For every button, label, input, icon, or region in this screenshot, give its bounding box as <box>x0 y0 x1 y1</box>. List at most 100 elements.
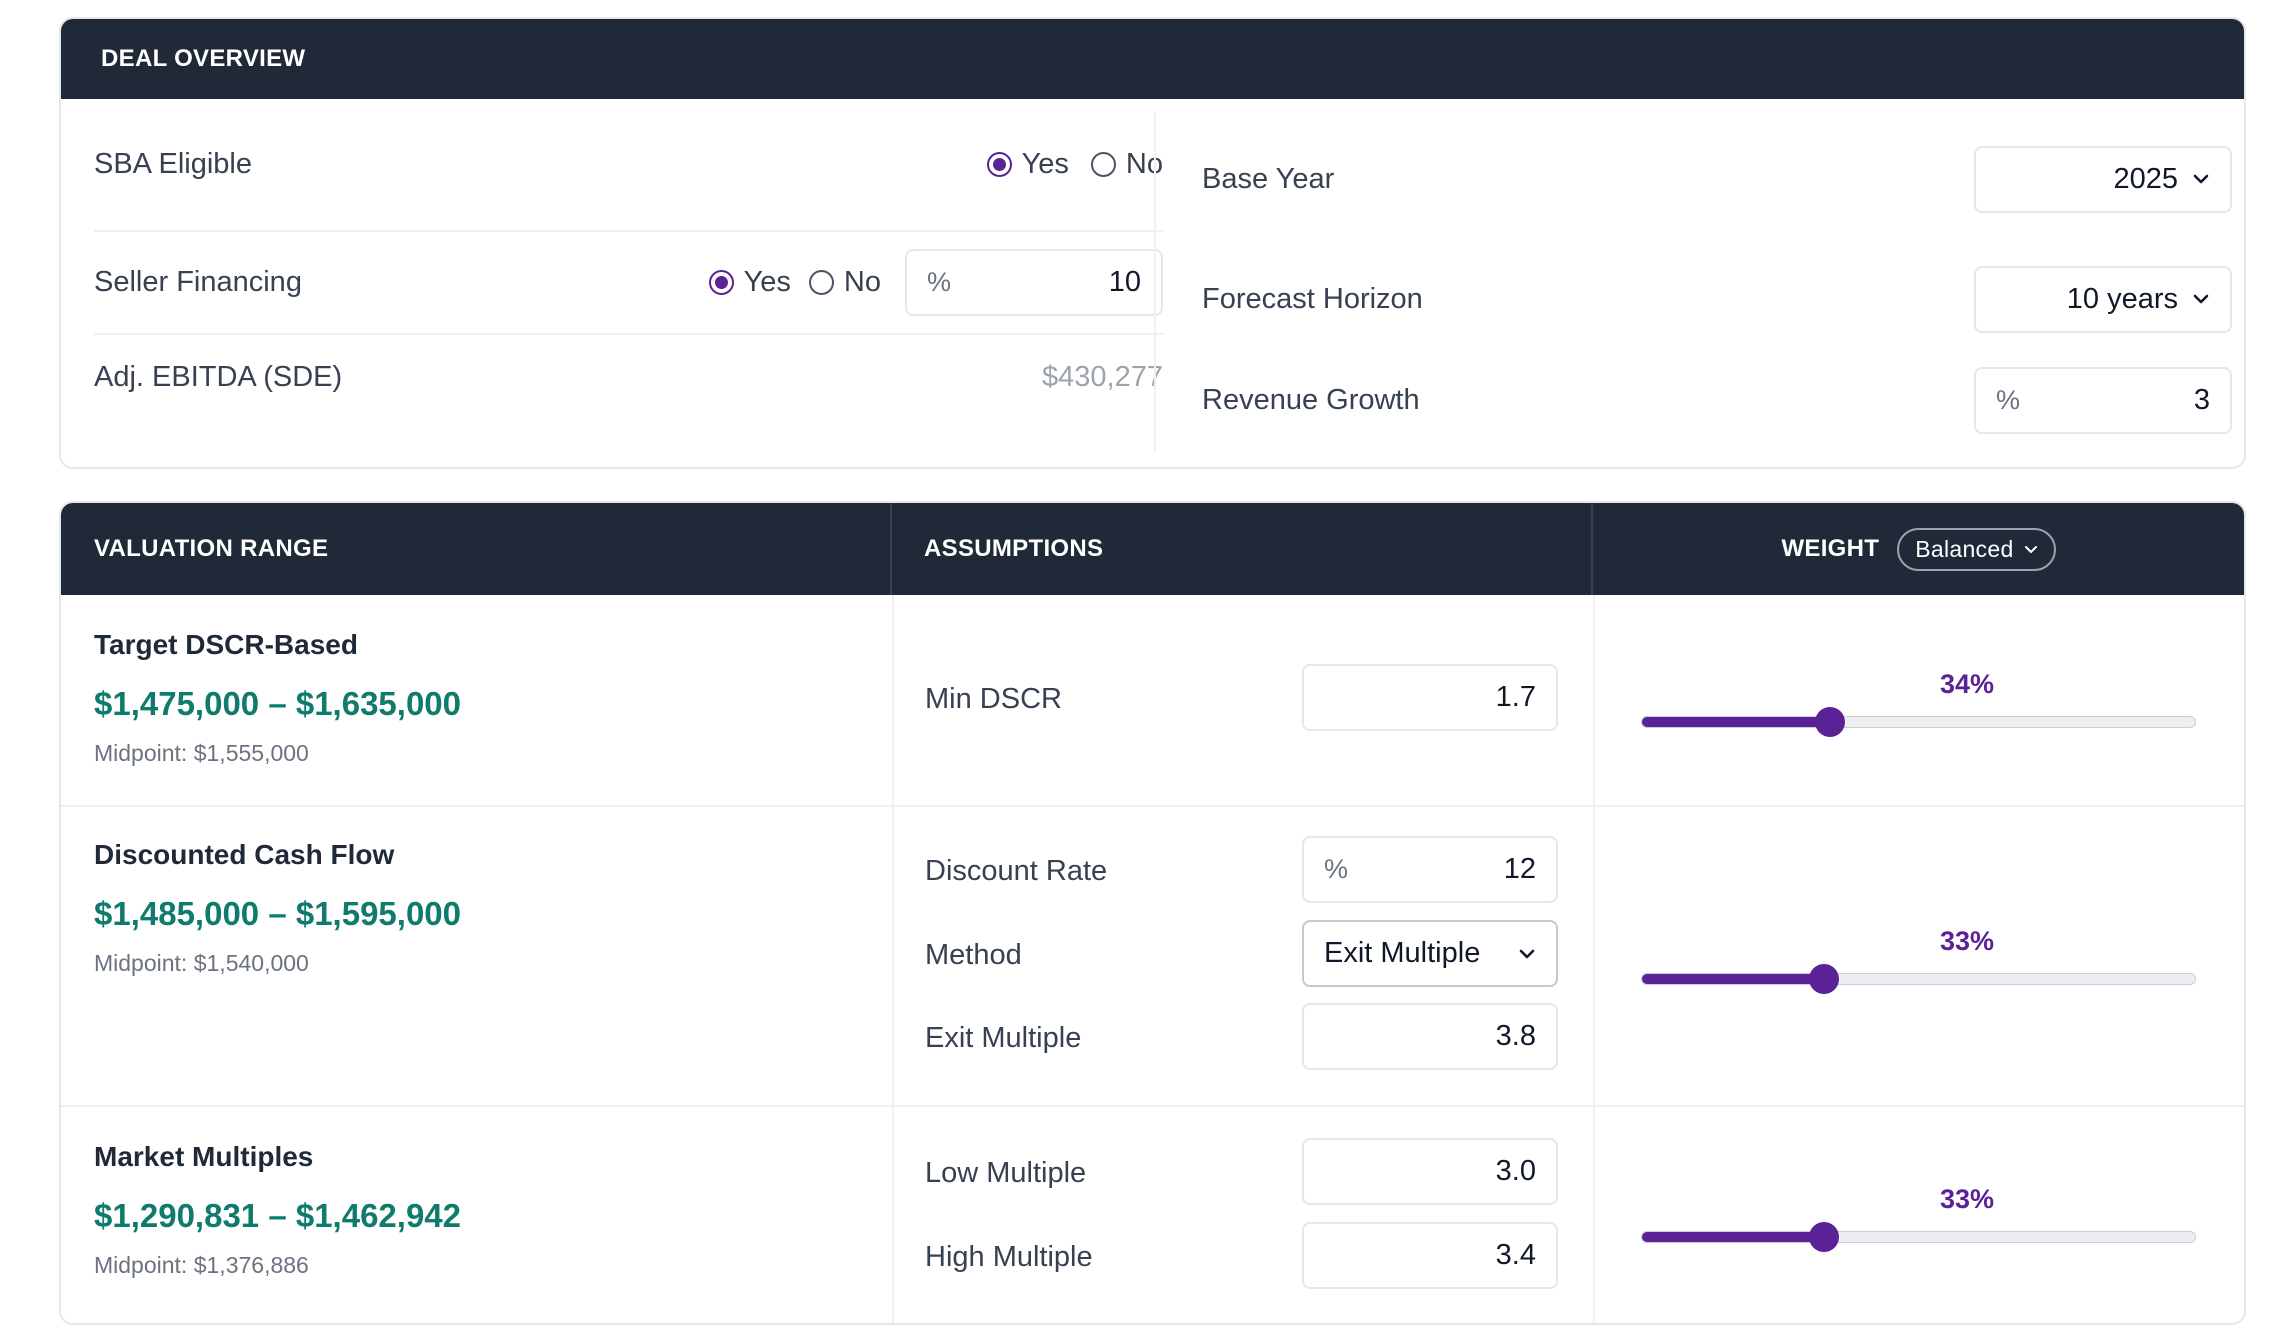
deal-overview-title: DEAL OVERVIEW <box>101 45 306 72</box>
base-year-value: 2025 <box>2113 162 2178 195</box>
weight-mode-value: Balanced <box>1915 535 2014 562</box>
deal-overview-divider <box>1154 113 1156 453</box>
sba-eligible-yes-option[interactable]: Yes <box>986 148 1069 181</box>
row-divider <box>61 1105 2244 1107</box>
value-range: $1,485,000 – $1,595,000 <box>94 895 462 932</box>
deal-overview-card: DEAL OVERVIEW SBA Eligible Yes No Seller… <box>59 17 2246 469</box>
high-multiple-input[interactable]: 3.4 <box>1302 1222 1558 1289</box>
slider-thumb[interactable] <box>1815 707 1846 737</box>
min-dscr-label: Min DSCR <box>925 683 1062 715</box>
low-multiple-input[interactable]: 3.0 <box>1302 1138 1558 1205</box>
weight-percent: 33% <box>1939 926 1995 956</box>
weight-title: WEIGHT <box>1781 535 1880 562</box>
sba-eligible-no-radio[interactable] <box>1090 152 1116 177</box>
percent-prefix: % <box>1996 384 2021 415</box>
midpoint: Midpoint: $1,540,000 <box>94 950 309 976</box>
weight-slider[interactable] <box>1641 707 2196 737</box>
dcf-method-value: Exit Multiple <box>1324 937 1481 969</box>
high-multiple-label: High Multiple <box>925 1241 1093 1273</box>
weight-slider[interactable] <box>1641 1222 2196 1252</box>
seller-financing-yes-radio[interactable] <box>708 270 734 295</box>
sba-eligible-no-option[interactable]: No <box>1090 148 1163 181</box>
slider-fill <box>1642 717 1831 727</box>
min-dscr-input[interactable]: 1.7 <box>1302 664 1558 731</box>
weight-percent: 34% <box>1939 669 1995 699</box>
revenue-growth-value: 3 <box>2193 383 2210 416</box>
chevron-down-icon <box>1519 949 1535 958</box>
weight-header: WEIGHT Balanced <box>1593 503 2244 595</box>
high-multiple-value: 3.4 <box>1495 1239 1536 1271</box>
adj-ebitda-label: Adj. EBITDA (SDE) <box>94 360 343 393</box>
deal-overview-left: SBA Eligible Yes No Seller Financing <box>94 99 1163 467</box>
column-divider <box>892 595 894 1323</box>
seller-financing-value: 10 <box>1108 266 1141 298</box>
percent-prefix: % <box>1324 854 1349 884</box>
exit-multiple-input[interactable]: 3.8 <box>1302 1003 1558 1070</box>
midpoint: Midpoint: $1,555,000 <box>94 740 309 766</box>
adj-ebitda-row: Adj. EBITDA (SDE) $430,277 <box>94 335 1163 419</box>
midpoint: Midpoint: $1,376,886 <box>94 1252 309 1278</box>
method-name: Market Multiples <box>94 1141 314 1172</box>
seller-financing-no-radio[interactable] <box>808 270 834 295</box>
weight-mode-dropdown[interactable]: Balanced <box>1897 527 2056 571</box>
slider-fill <box>1642 1232 1825 1242</box>
forecast-horizon-value: 10 years <box>2066 282 2178 315</box>
exit-multiple-label: Exit Multiple <box>925 1022 1082 1054</box>
chevron-down-icon <box>2024 546 2037 553</box>
revenue-growth-row: Revenue Growth % 3 <box>1202 365 2232 435</box>
sba-eligible-yes-label: Yes <box>1021 148 1069 180</box>
value-range: $1,475,000 – $1,635,000 <box>94 685 462 722</box>
valuation-range-title: VALUATION RANGE <box>94 535 329 562</box>
seller-financing-radio-group: Yes No <box>708 266 881 299</box>
valuation-header: VALUATION RANGE ASSUMPTIONS WEIGHT Balan… <box>61 503 2244 595</box>
weight-slider[interactable] <box>1641 964 2196 994</box>
sba-eligible-yes-radio[interactable] <box>986 152 1012 177</box>
sba-eligible-no-label: No <box>1125 148 1163 180</box>
discount-rate-input[interactable]: % 12 <box>1302 836 1558 903</box>
seller-financing-no-label: No <box>843 266 881 298</box>
exit-multiple-value: 3.8 <box>1495 1020 1536 1052</box>
seller-financing-yes-label: Yes <box>743 266 791 298</box>
method-label: Method <box>925 939 1022 971</box>
method-name: Target DSCR-Based <box>94 629 358 660</box>
slider-thumb[interactable] <box>1809 1222 1840 1252</box>
base-year-select[interactable]: 2025 <box>1974 145 2232 213</box>
low-multiple-value: 3.0 <box>1495 1155 1536 1187</box>
assumptions-header: ASSUMPTIONS <box>892 503 1593 595</box>
forecast-horizon-select[interactable]: 10 years <box>1974 265 2232 333</box>
dcf-method-select[interactable]: Exit Multiple <box>1302 920 1558 987</box>
discount-rate-label: Discount Rate <box>925 855 1108 887</box>
seller-financing-label: Seller Financing <box>94 266 302 298</box>
seller-financing-percent-input[interactable]: % 10 <box>905 249 1163 316</box>
value-range: $1,290,831 – $1,462,942 <box>94 1197 462 1234</box>
deal-overview-right: Base Year 2025 Forecast Horizon 10 years… <box>1202 99 2232 467</box>
base-year-row: Base Year 2025 <box>1202 99 2232 259</box>
discount-rate-value: 12 <box>1503 853 1536 885</box>
row-divider <box>61 805 2244 807</box>
min-dscr-value: 1.7 <box>1495 681 1536 713</box>
column-divider <box>1593 595 1595 1323</box>
percent-prefix: % <box>927 267 952 297</box>
chevron-down-icon <box>2193 294 2209 304</box>
sba-eligible-label: SBA Eligible <box>94 148 252 180</box>
slider-thumb[interactable] <box>1809 964 1840 994</box>
seller-financing-row: Seller Financing Yes No % 10 <box>94 232 1163 335</box>
chevron-down-icon <box>2193 174 2209 184</box>
deal-overview-header: DEAL OVERVIEW <box>61 19 2244 99</box>
forecast-horizon-row-content: Forecast Horizon 10 years <box>1202 264 2232 334</box>
revenue-growth-label: Revenue Growth <box>1202 383 1420 416</box>
valuation-card: VALUATION RANGE ASSUMPTIONS WEIGHT Balan… <box>59 501 2246 1325</box>
forecast-horizon-label: Forecast Horizon <box>1202 282 1423 315</box>
sba-eligible-radio-group: Yes No <box>986 148 1163 181</box>
weight-percent: 33% <box>1939 1184 1995 1214</box>
sba-eligible-row: SBA Eligible Yes No <box>94 99 1163 232</box>
revenue-growth-input[interactable]: % 3 <box>1974 366 2232 434</box>
adj-ebitda-value: $430,277 <box>1042 360 1163 393</box>
base-year-label: Base Year <box>1202 162 1335 195</box>
slider-fill <box>1642 974 1825 984</box>
assumptions-title: ASSUMPTIONS <box>924 535 1104 562</box>
method-name: Discounted Cash Flow <box>94 839 395 870</box>
valuation-range-header: VALUATION RANGE <box>61 503 892 595</box>
seller-financing-no-option[interactable]: No <box>808 266 881 299</box>
seller-financing-yes-option[interactable]: Yes <box>708 266 791 299</box>
